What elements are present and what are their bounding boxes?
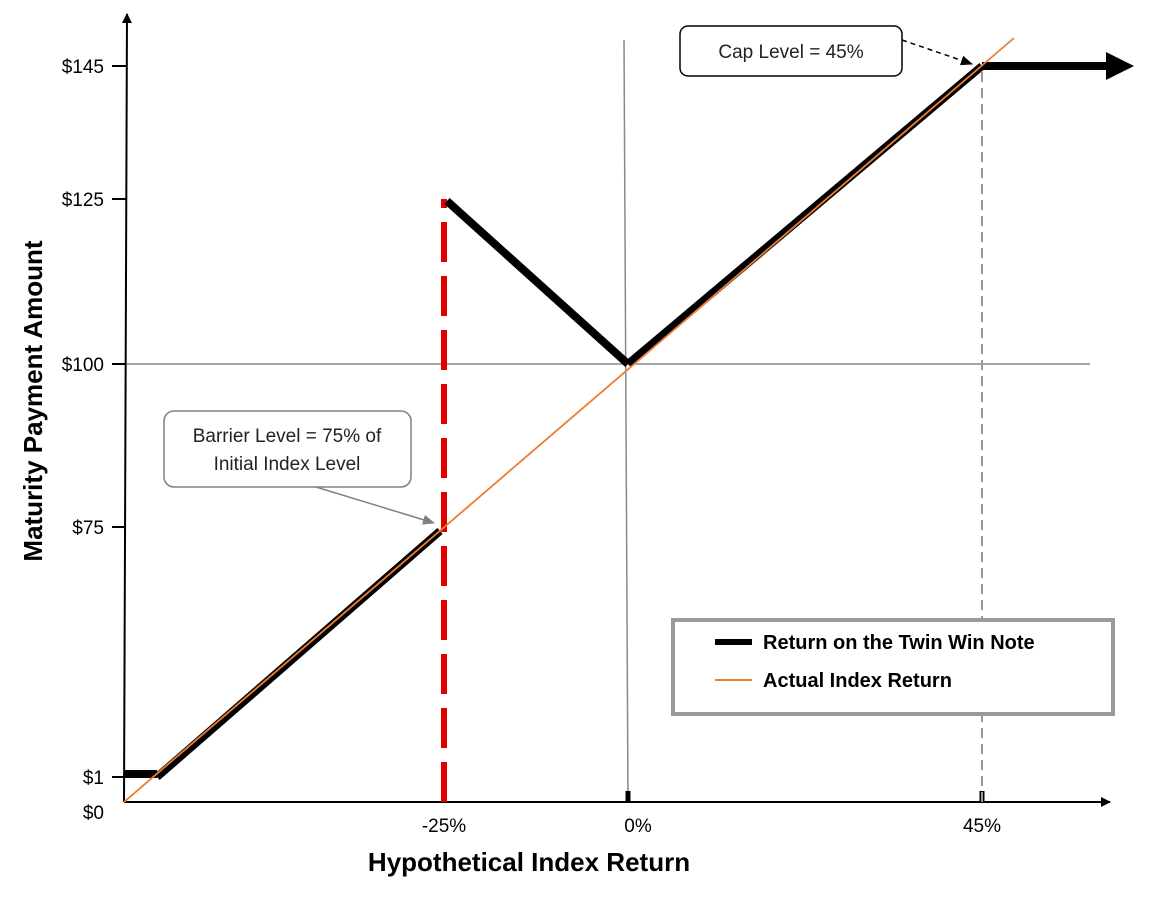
y-tick-label: $0 bbox=[83, 803, 104, 824]
y-axis-title: Maturity Payment Amount bbox=[18, 240, 48, 562]
y-tick-label: $75 bbox=[72, 518, 104, 539]
y-tick-label: $145 bbox=[62, 57, 104, 78]
barrier-callout-line-1: Barrier Level = 75% of bbox=[193, 426, 382, 447]
x-tick-label: -25% bbox=[422, 816, 466, 837]
cap-callout: Cap Level = 45% bbox=[679, 25, 973, 77]
series-layer bbox=[123, 37, 1134, 803]
x-axis-ticks: -25% 0% 45% bbox=[422, 791, 1001, 837]
y-tick-label: $125 bbox=[62, 190, 104, 211]
cap-callout-arrow bbox=[901, 39, 973, 66]
y-axis-ticks: $0 $1 $75 $100 $125 $145 bbox=[62, 57, 126, 824]
series-actual-index-return bbox=[123, 37, 1015, 803]
x-tick-label: 45% bbox=[963, 816, 1001, 837]
barrier-callout-line-2: Initial Index Level bbox=[214, 454, 361, 475]
legend-label-twin-win-note: Return on the Twin Win Note bbox=[763, 632, 1035, 654]
y-tick-label: $100 bbox=[62, 355, 104, 376]
legend-box bbox=[671, 618, 1115, 716]
series-twin-win-note-segment bbox=[444, 198, 631, 367]
series-actual-index-return-segment bbox=[123, 37, 1015, 803]
y-axis bbox=[121, 13, 132, 803]
legend: Return on the Twin Win Note Actual Index… bbox=[671, 618, 1115, 716]
barrier-callout-box bbox=[163, 410, 412, 488]
barrier-callout: Barrier Level = 75% of Initial Index Lev… bbox=[163, 410, 435, 525]
cap-callout-text: Cap Level = 45% bbox=[718, 42, 863, 63]
y-tick-label: $1 bbox=[83, 768, 104, 789]
barrier-callout-arrow bbox=[315, 486, 435, 525]
legend-label-actual-index-return: Actual Index Return bbox=[763, 670, 952, 692]
reference-line-zero-return bbox=[623, 39, 629, 803]
cap-callout-box bbox=[679, 25, 903, 77]
x-tick-label: 0% bbox=[624, 816, 652, 837]
x-axis-title: Hypothetical Index Return bbox=[368, 847, 690, 877]
cap-continuation-arrow-icon bbox=[1106, 52, 1134, 80]
